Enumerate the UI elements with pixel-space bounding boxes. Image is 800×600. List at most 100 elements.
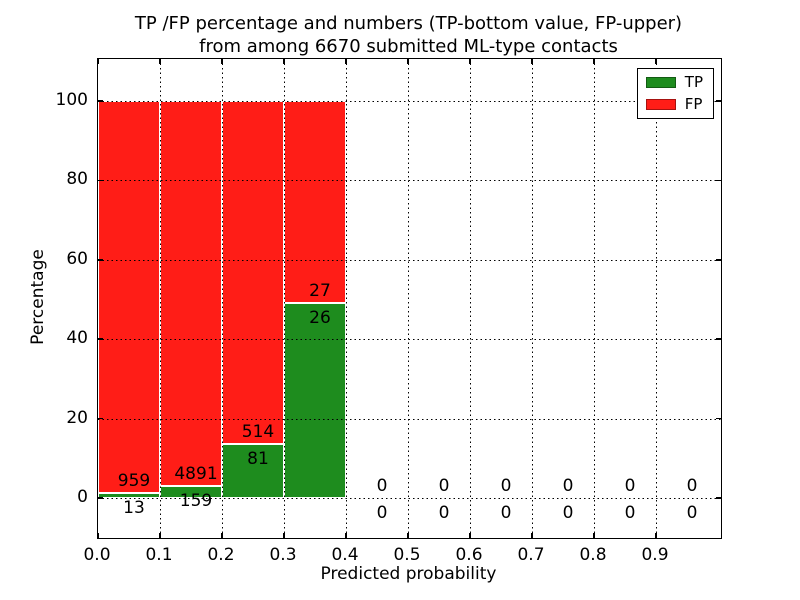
fp-count-label: 0 bbox=[376, 476, 388, 496]
tp-color-swatch bbox=[645, 77, 676, 88]
gridline-horizontal bbox=[98, 180, 721, 182]
y-tick-mark-right bbox=[716, 259, 721, 261]
x-tick-mark-top bbox=[531, 59, 533, 64]
x-tick-mark bbox=[283, 533, 285, 538]
x-tick-mark bbox=[221, 533, 223, 538]
x-tick-mark bbox=[345, 533, 347, 538]
y-tick-mark-right bbox=[716, 338, 721, 340]
x-tick-mark bbox=[655, 533, 657, 538]
x-tick-mark-top bbox=[345, 59, 347, 64]
tp-count-label: 0 bbox=[624, 503, 636, 523]
x-tick-mark bbox=[469, 533, 471, 538]
gridline-vertical bbox=[346, 59, 347, 538]
fp-count-label: 0 bbox=[624, 476, 636, 496]
fp-count-label: 959 bbox=[117, 470, 151, 491]
x-tick-label: 0.2 bbox=[207, 545, 235, 565]
legend-label-fp: FP bbox=[684, 95, 703, 113]
plot-area: TP FP 959 13 4891 159 514 81 27 26 0 0 0 0 0 0 0 0 0 0 0 0 bbox=[97, 58, 722, 539]
tp-bar-segment bbox=[222, 443, 284, 498]
y-tick-mark bbox=[98, 259, 103, 261]
fp-bar-segment bbox=[160, 101, 222, 486]
legend-entry-tp: TP bbox=[645, 73, 703, 91]
gridline-vertical bbox=[656, 59, 657, 538]
y-tick-label: 100 bbox=[55, 90, 88, 110]
y-tick-label: 80 bbox=[66, 169, 88, 190]
gridline-vertical bbox=[284, 59, 285, 538]
fp-count-label: 0 bbox=[562, 476, 574, 496]
tp-count-label: 0 bbox=[376, 503, 388, 523]
tp-count-label: 13 bbox=[123, 497, 145, 518]
y-tick-mark bbox=[98, 338, 103, 340]
x-tick-label: 0.4 bbox=[331, 545, 359, 565]
x-tick-label: 0.8 bbox=[579, 545, 607, 565]
fp-bar-segment bbox=[222, 101, 284, 444]
tp-count-label: 159 bbox=[179, 490, 213, 511]
x-tick-mark-top bbox=[593, 59, 595, 64]
fp-count-label: 27 bbox=[309, 281, 331, 302]
fp-count-label: 0 bbox=[500, 476, 512, 496]
tp-count-label: 26 bbox=[309, 308, 331, 329]
legend-label-tp: TP bbox=[684, 73, 703, 91]
y-tick-label: 0 bbox=[77, 487, 88, 507]
x-tick-mark bbox=[97, 533, 99, 538]
y-tick-label: 60 bbox=[66, 248, 88, 269]
fp-color-swatch bbox=[645, 99, 676, 110]
x-axis-label: Predicted probability bbox=[320, 564, 497, 584]
tp-count-label: 0 bbox=[500, 503, 512, 523]
gridline-vertical bbox=[470, 59, 471, 538]
y-tick-mark-right bbox=[716, 179, 721, 182]
y-tick-label: 20 bbox=[66, 407, 88, 428]
x-tick-label: 0.9 bbox=[641, 545, 669, 565]
x-tick-mark-top bbox=[469, 59, 471, 64]
x-tick-mark bbox=[593, 533, 595, 538]
x-tick-mark-top bbox=[159, 59, 161, 64]
gridline-horizontal bbox=[98, 259, 721, 261]
x-tick-mark bbox=[159, 533, 161, 538]
y-tick-mark-right bbox=[716, 100, 721, 102]
tp-bar-segment bbox=[284, 303, 346, 498]
chart-title-line-2: from among 6670 submitted ML-type contac… bbox=[199, 36, 618, 57]
gridline-vertical bbox=[222, 59, 223, 538]
y-tick-mark bbox=[98, 100, 103, 102]
tp-count-label: 0 bbox=[438, 503, 450, 523]
gridline-horizontal bbox=[98, 339, 721, 341]
x-tick-label: 0.3 bbox=[269, 545, 297, 565]
fp-count-label: 0 bbox=[438, 476, 450, 496]
x-tick-mark-top bbox=[97, 59, 99, 64]
y-tick-mark bbox=[98, 497, 103, 499]
x-tick-label: 0.5 bbox=[393, 545, 421, 565]
y-tick-mark-right bbox=[716, 497, 721, 499]
chart-title-line-1: TP /FP percentage and numbers (TP-bottom… bbox=[134, 13, 683, 34]
gridline-vertical bbox=[160, 59, 161, 538]
gridline-horizontal bbox=[98, 101, 721, 102]
fp-bar-segment bbox=[284, 101, 346, 304]
gridline-horizontal bbox=[98, 498, 721, 499]
tp-count-label: 0 bbox=[562, 503, 574, 523]
x-tick-mark-top bbox=[221, 59, 223, 64]
gridline-vertical bbox=[594, 59, 595, 538]
x-tick-mark-top bbox=[655, 59, 657, 64]
legend: TP FP bbox=[636, 68, 714, 119]
y-tick-mark-right bbox=[716, 417, 721, 420]
x-tick-mark bbox=[407, 533, 409, 538]
fp-count-label: 514 bbox=[241, 421, 275, 442]
fp-count-label: 0 bbox=[686, 476, 698, 496]
y-tick-mark bbox=[98, 417, 103, 420]
gridline-vertical bbox=[532, 59, 533, 538]
fp-bar-segment bbox=[98, 101, 160, 493]
tp-bar-segment bbox=[98, 492, 160, 498]
tp-count-label: 81 bbox=[247, 448, 269, 469]
x-tick-label: 0.7 bbox=[517, 545, 545, 565]
x-tick-mark-top bbox=[407, 59, 409, 64]
legend-entry-fp: FP bbox=[645, 95, 703, 113]
gridline-horizontal bbox=[98, 418, 721, 420]
x-tick-mark-top bbox=[283, 59, 285, 64]
x-tick-label: 0.0 bbox=[83, 545, 111, 565]
x-tick-label: 0.1 bbox=[145, 545, 173, 565]
fp-count-label: 4891 bbox=[174, 463, 218, 484]
x-tick-label: 0.6 bbox=[455, 545, 483, 565]
tp-count-label: 0 bbox=[686, 503, 698, 523]
x-tick-mark bbox=[531, 533, 533, 538]
y-tick-mark bbox=[98, 179, 103, 182]
